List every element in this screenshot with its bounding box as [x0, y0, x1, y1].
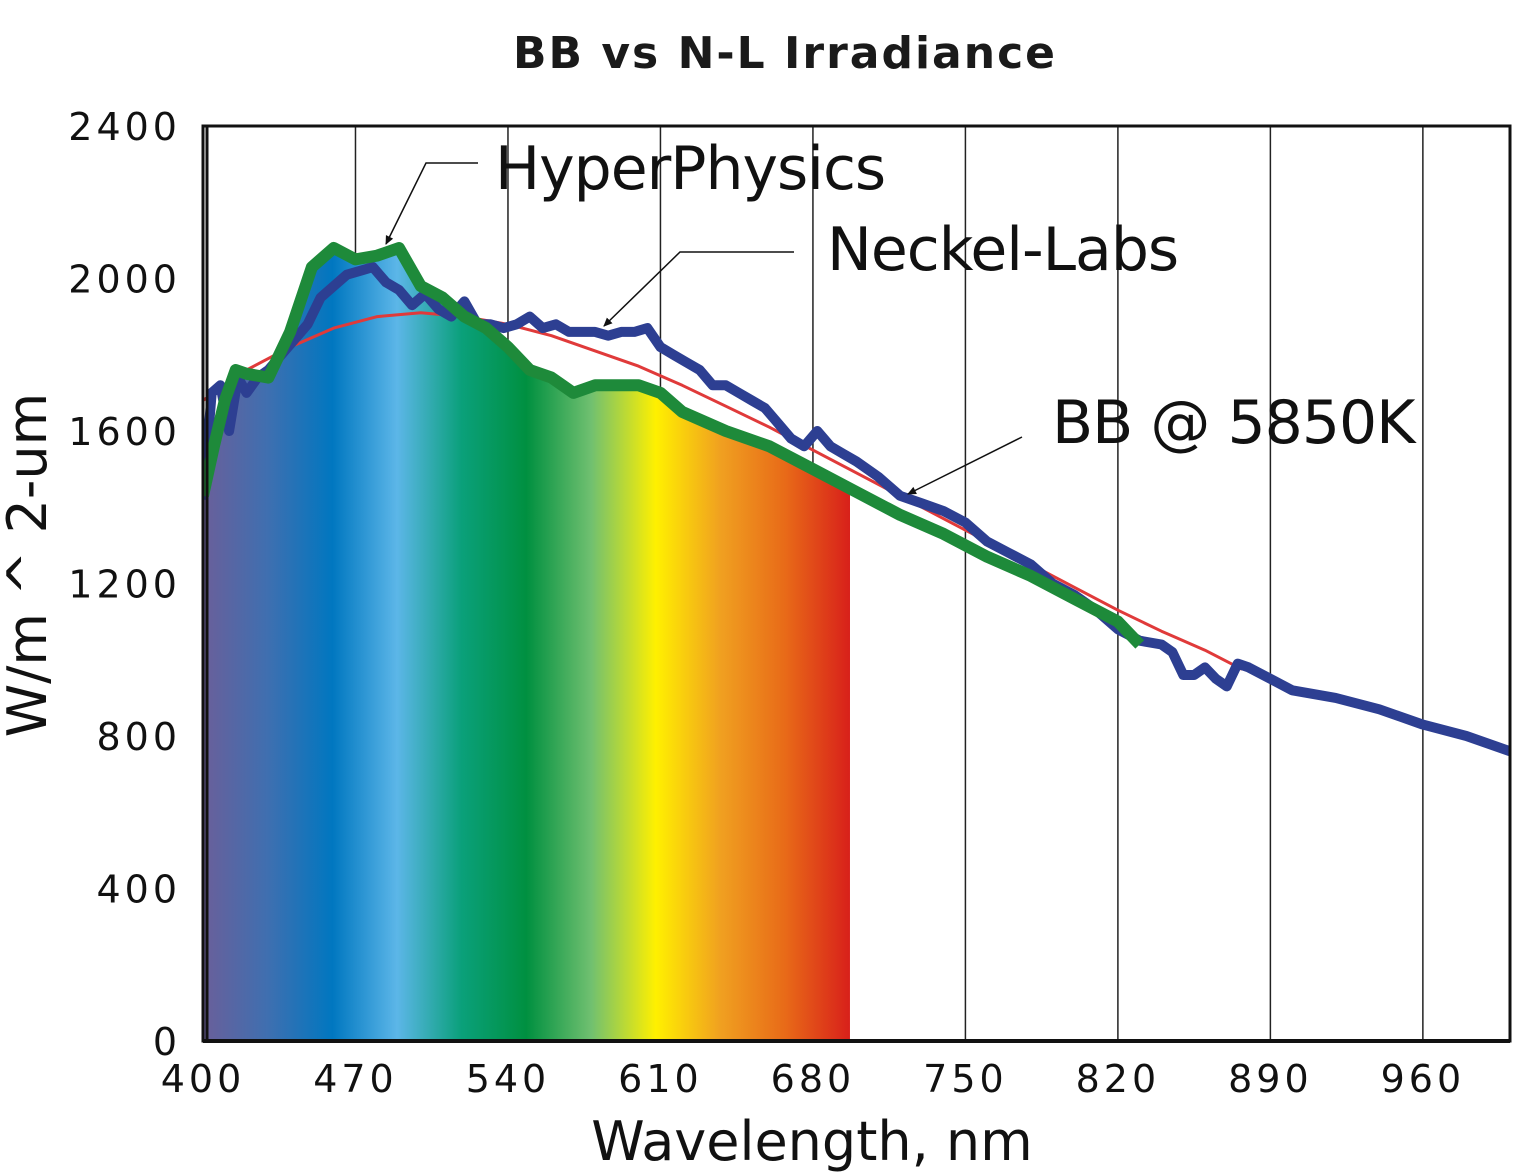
annotation-label-neckel-labs: Neckel-Labs	[827, 215, 1178, 285]
y-tick-label: 1200	[68, 563, 181, 607]
y-tick-label: 800	[96, 715, 181, 759]
annotation-label-bb-5850k: BB @ 5850K	[1052, 388, 1417, 458]
series-line-hyperphysics	[203, 242, 1145, 649]
x-tick-label: 400	[161, 1057, 246, 1101]
x-tick-label: 960	[1381, 1057, 1466, 1101]
chart-title: BB vs N-L Irradiance	[513, 28, 1057, 79]
x-tick-label: 540	[466, 1057, 551, 1101]
x-tick-label: 750	[923, 1057, 1008, 1101]
x-tick-label: 610	[618, 1057, 703, 1101]
x-axis-title: Wavelength, nm	[591, 1110, 1033, 1173]
x-tick-label: 680	[771, 1057, 856, 1101]
y-tick-label: 1600	[68, 410, 181, 454]
annotation-bb-5850k: BB @ 5850K	[907, 388, 1418, 495]
y-axis-title: W/m ^ 2-um	[0, 393, 59, 737]
y-tick-label: 0	[153, 1020, 181, 1064]
annotation-leader-neckel-labs	[603, 251, 794, 327]
y-tick-label: 400	[96, 868, 181, 912]
x-tick-labels: 400 470 540 610 680 750 820 890 960	[161, 1057, 1466, 1101]
annotation-neckel-labs: Neckel-Labs	[603, 215, 1179, 327]
annotation-leader-hyperphysics	[385, 162, 478, 245]
annotation-label-hyperphysics: HyperPhysics	[495, 134, 885, 204]
y-tick-label: 2400	[68, 105, 181, 149]
series-lines	[203, 242, 1510, 757]
x-tick-label: 470	[313, 1057, 398, 1101]
visible-spectrum-fill	[203, 248, 850, 1041]
y-tick-label: 2000	[68, 258, 181, 302]
annotation-hyperphysics: HyperPhysics	[385, 134, 886, 245]
annotation-leader-bb-5850k	[907, 436, 1023, 495]
y-tick-labels: 0 400 800 1200 1600 2000 2400	[68, 105, 181, 1064]
x-tick-label: 890	[1228, 1057, 1313, 1101]
series-line-bb-5850k	[203, 311, 1243, 671]
series-line-neckel-labs	[203, 262, 1510, 757]
x-tick-label: 820	[1076, 1057, 1161, 1101]
